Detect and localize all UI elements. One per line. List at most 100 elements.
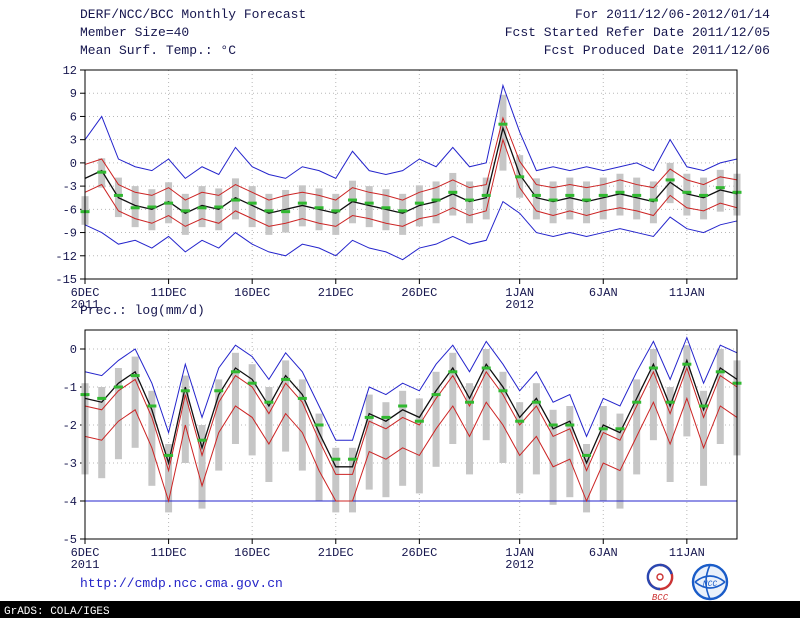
x-tick-label: 6DEC xyxy=(71,286,100,300)
x-tick-label: 16DEC xyxy=(234,286,270,300)
ensemble-median-dash xyxy=(331,209,341,213)
y-tick-label: -12 xyxy=(55,250,77,264)
ensemble-median-dash xyxy=(615,190,625,194)
ensemble-median-dash xyxy=(347,457,357,461)
ensemble-median-dash xyxy=(615,427,625,431)
ensemble-median-dash xyxy=(715,186,725,190)
x-tick-label: 6DEC xyxy=(71,546,100,560)
ensemble-median-dash xyxy=(465,400,475,404)
bcc-logo: BCC xyxy=(646,563,674,602)
x-tick-label: 26DEC xyxy=(401,286,437,300)
ensemble-spread-bar xyxy=(499,371,507,463)
ensemble-spread-bar xyxy=(566,406,574,498)
x-tick-label: 1JAN xyxy=(505,546,534,560)
ensemble-spread-bar xyxy=(248,186,256,228)
x-tick-label: 11DEC xyxy=(151,546,187,560)
ensemble-median-dash xyxy=(565,423,575,427)
ensemble-spread-bar xyxy=(215,379,223,471)
y-tick-label: 0 xyxy=(70,343,77,357)
fcst-refer-date-label: Fcst Started Refer Date 2011/12/05 xyxy=(504,25,770,40)
ensemble-median-dash xyxy=(264,400,274,404)
ensemble-median-dash xyxy=(398,209,408,213)
ensemble-spread-bar xyxy=(432,181,440,224)
y-tick-label: -15 xyxy=(55,273,77,287)
y-tick-label: 3 xyxy=(70,134,77,148)
ensemble-median-dash xyxy=(381,206,391,210)
ensemble-median-dash xyxy=(97,170,107,174)
y-tick-label: 9 xyxy=(70,87,77,101)
ensemble-spread-bar xyxy=(633,177,641,220)
x-tick-label: 26DEC xyxy=(401,546,437,560)
ensemble-median-dash xyxy=(281,377,291,381)
ensemble-spread-bar xyxy=(365,186,373,228)
y-tick-label: 12 xyxy=(63,64,77,78)
ensemble-spread-bar xyxy=(633,379,641,475)
ensemble-spread-bar xyxy=(449,352,457,444)
lower-quartile xyxy=(84,137,738,227)
ensemble-spread-bar xyxy=(583,444,591,513)
ensemble-median-dash xyxy=(648,366,658,370)
y-tick-label: -4 xyxy=(63,495,77,509)
member-size-label: Member Size=40 xyxy=(80,25,190,40)
ensemble-spread-bar xyxy=(298,379,306,471)
ensemble-spread-bar xyxy=(365,394,373,490)
y-tick-label: -3 xyxy=(63,180,77,194)
ensemble-spread-bar xyxy=(466,383,474,475)
ensemble-spread-bar xyxy=(98,387,106,479)
ensemble-spread-bar xyxy=(198,425,206,509)
ensemble-median-dash xyxy=(398,404,408,408)
ensemble-spread-bar xyxy=(332,193,340,235)
ensemble-spread-bar xyxy=(482,177,490,220)
ncc-logo: NCC xyxy=(691,563,729,601)
ensemble-median-dash xyxy=(465,198,475,202)
ensemble-median-dash xyxy=(164,453,174,457)
ensemble-spread-bar xyxy=(616,413,624,509)
x-tick-label: 6JAN xyxy=(589,546,618,560)
x-tick-label: 11JAN xyxy=(669,286,705,300)
x-tick-label: 21DEC xyxy=(318,546,354,560)
ensemble-median-dash xyxy=(448,190,458,194)
x-tick-label: 1JAN xyxy=(505,286,534,300)
x-tick-label: 16DEC xyxy=(234,546,270,560)
ensemble-median-dash xyxy=(247,381,257,385)
ensemble-spread-bar xyxy=(683,173,691,216)
ensemble-spread-bar xyxy=(231,352,239,444)
x-tick-label: 6JAN xyxy=(589,286,618,300)
y-tick-label: 0 xyxy=(70,157,77,171)
source-url[interactable]: http://cmdp.ncc.cma.gov.cn xyxy=(80,576,283,591)
y-tick-label: -3 xyxy=(63,457,77,471)
ensemble-spread-bar xyxy=(666,387,674,482)
grads-credit-text: GrADS: COLA/IGES xyxy=(4,606,110,618)
ensemble-median-dash xyxy=(214,389,224,393)
ensemble-median-dash xyxy=(548,423,558,427)
ensemble-median-dash xyxy=(113,193,123,197)
ensemble-median-dash xyxy=(414,419,424,423)
ensemble-median-dash xyxy=(481,366,491,370)
x-tick-label: 11DEC xyxy=(151,286,187,300)
x-tick-label: 11JAN xyxy=(669,546,705,560)
bcc-logo-label: BCC xyxy=(652,593,669,602)
ensemble-spread-bar xyxy=(148,390,156,486)
ensemble-spread-bar xyxy=(482,349,490,441)
ensemble-spread-bar xyxy=(649,349,657,441)
ncc-logo-label: NCC xyxy=(703,580,718,589)
ensemble-median-dash xyxy=(214,205,224,209)
ensemble-median-dash xyxy=(97,396,107,400)
ensemble-spread-bar xyxy=(114,368,122,460)
ensemble-median-dash xyxy=(230,198,240,202)
ensemble-spread-bar xyxy=(700,177,708,220)
ensemble-median-dash xyxy=(531,400,541,404)
ensemble-median-dash xyxy=(531,193,541,197)
ensemble-median-dash xyxy=(682,362,692,366)
ensemble-median-dash xyxy=(665,178,675,182)
agency-logos: BCC NCC xyxy=(642,562,730,602)
fcst-produced-date-label: Fcst Produced Date 2011/12/06 xyxy=(543,43,770,58)
forecast-range-label: For 2011/12/06-2012/01/14 xyxy=(574,7,770,22)
ensemble-median-dash xyxy=(347,198,357,202)
ensemble-spread-bar xyxy=(716,349,724,444)
ensemble-spread-bar xyxy=(616,173,624,216)
ensemble-median-dash xyxy=(715,370,725,374)
x-axis-year-label: 2012 xyxy=(505,298,534,312)
